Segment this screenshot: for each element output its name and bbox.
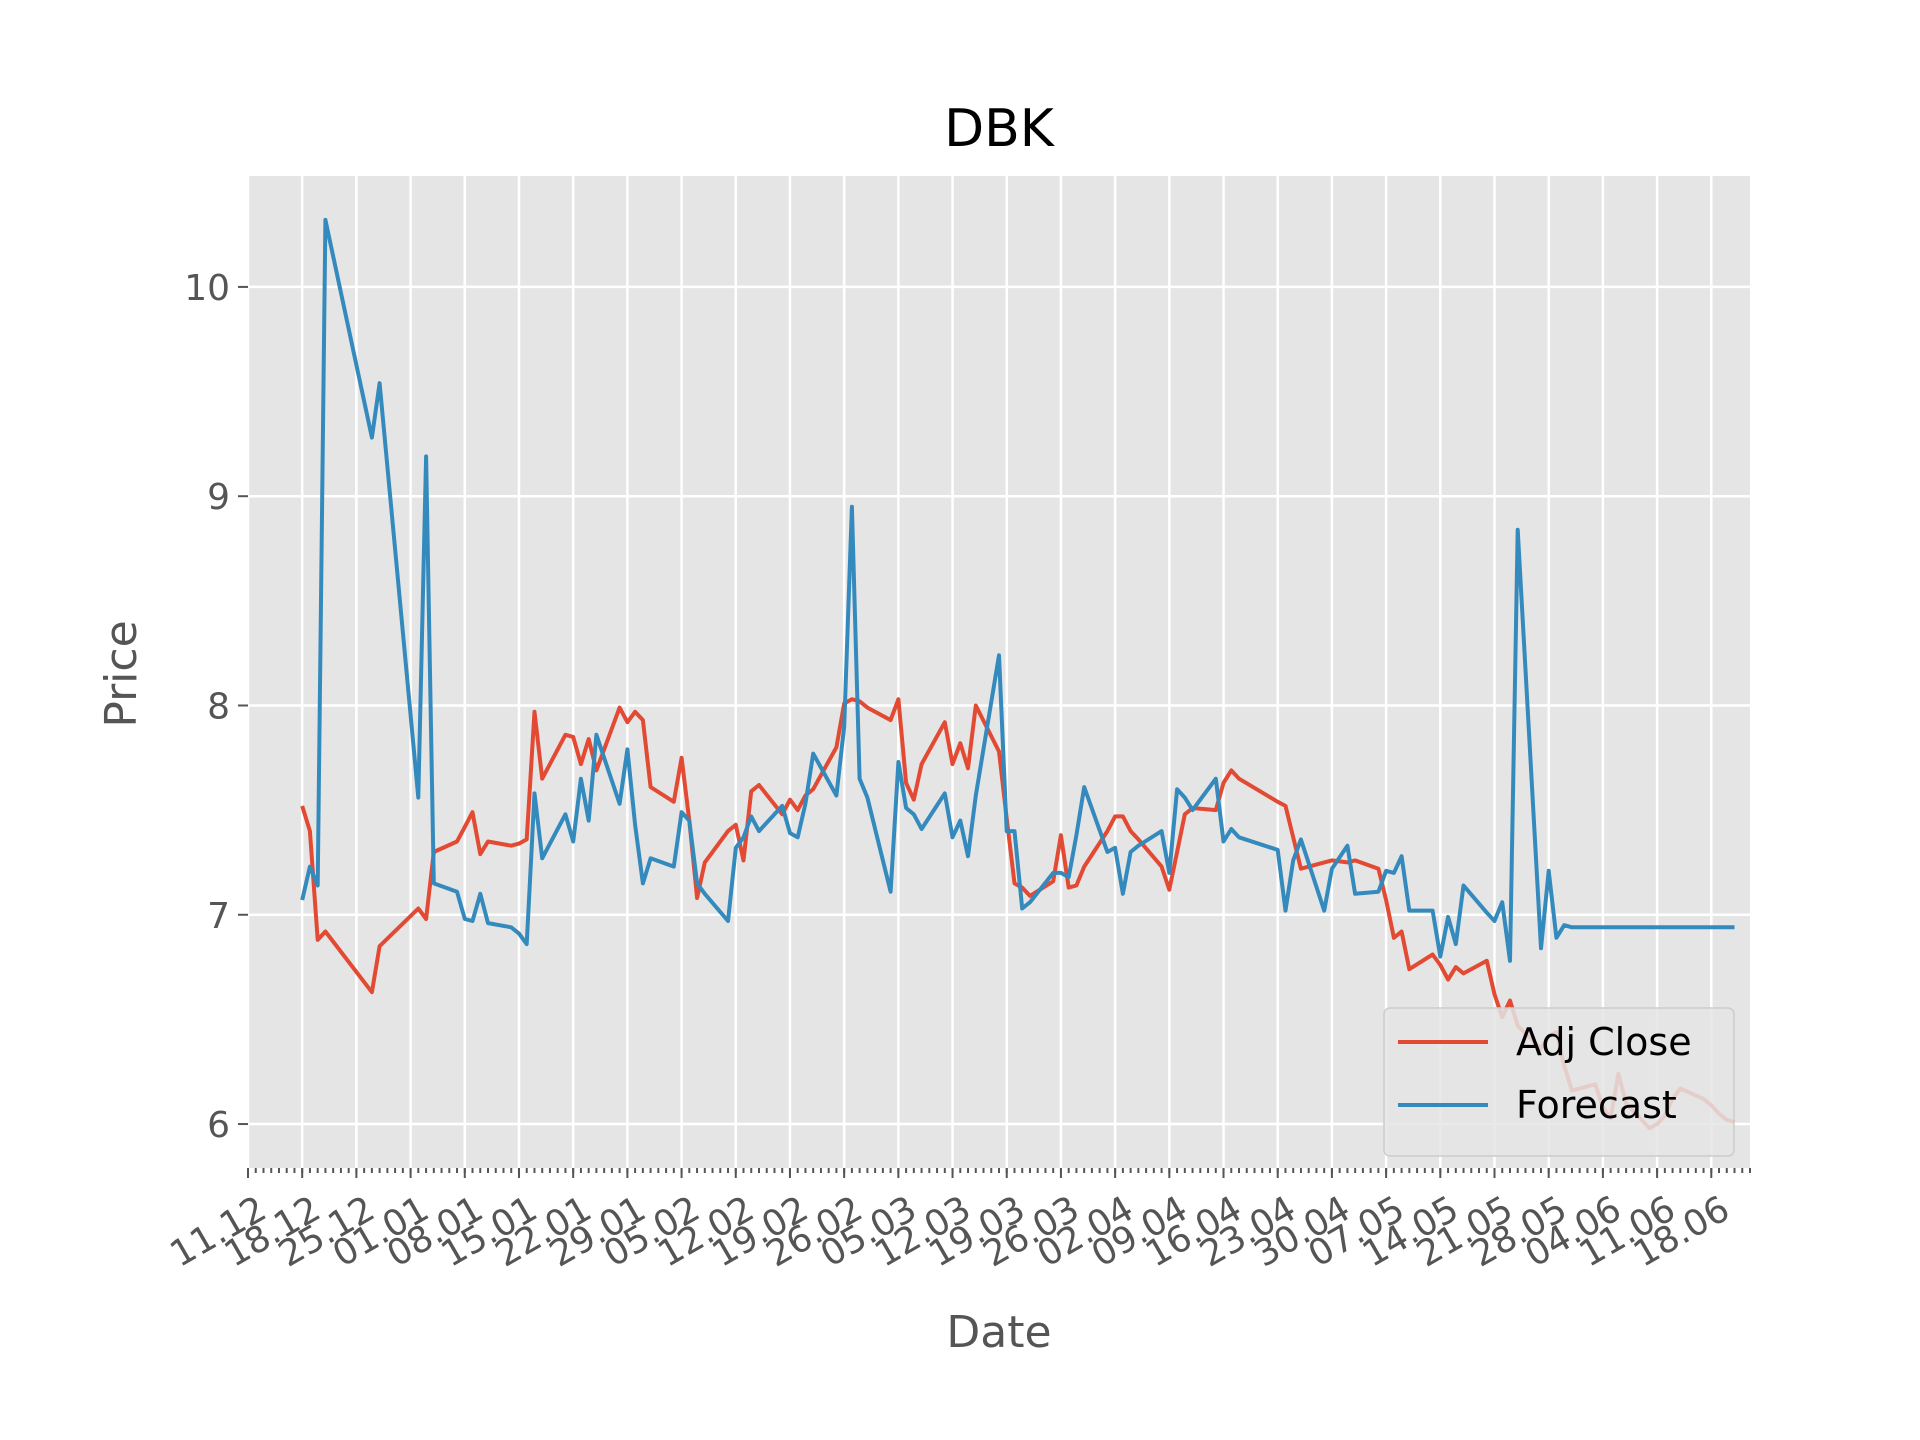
gridlines [246, 176, 1750, 1168]
y-axis-title: Price [96, 620, 147, 727]
series-line-adj-close [300, 697, 1736, 1131]
legend: Adj Close Forecast [1383, 1007, 1735, 1157]
y-tick-label: 6 [207, 1105, 230, 1146]
y-tick-label: 7 [207, 896, 230, 937]
y-tick-label: 8 [207, 686, 230, 727]
y-tick-label: 10 [184, 268, 230, 309]
y-tick-label: 9 [207, 477, 230, 518]
x-axis-title: Date [946, 1307, 1051, 1358]
series-line-forecast [300, 217, 1735, 963]
series-lines [300, 217, 1736, 1131]
chart-title: DBK [944, 99, 1056, 159]
legend-box [1383, 1007, 1735, 1157]
legend-label-forecast: Forecast [1516, 1083, 1677, 1127]
legend-label-adj-close: Adj Close [1516, 1020, 1692, 1064]
